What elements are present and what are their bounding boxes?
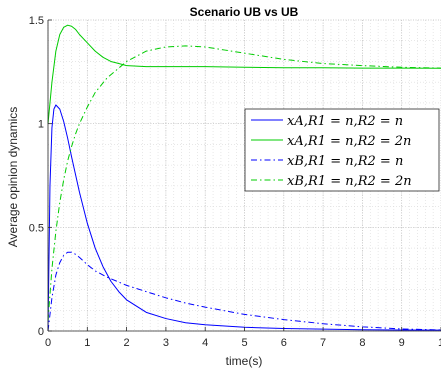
legend-entry-2: xA,R1 = n,R2 = 2n bbox=[287, 134, 411, 149]
x-tick-label: 5 bbox=[241, 337, 247, 349]
x-tick-label: 6 bbox=[281, 337, 287, 349]
series-line-4 bbox=[47, 45, 441, 321]
chart-title: Scenario UB vs UB bbox=[190, 5, 299, 19]
y-tick-label: 1 bbox=[38, 119, 44, 131]
ticks: 0123456789100.511.5 bbox=[29, 15, 441, 349]
x-tick-label: 9 bbox=[399, 337, 405, 349]
x-axis-title: time(s) bbox=[226, 354, 263, 368]
legend-entry-4: xB,R1 = n,R2 = 2n bbox=[287, 174, 412, 189]
y-tick-label: 1.5 bbox=[29, 15, 44, 27]
x-tick-label: 3 bbox=[163, 337, 169, 349]
series-line-3 bbox=[47, 251, 441, 332]
legend: xA,R1 = n,R2 = n xA,R1 = n,R2 = 2n xB,R1 =… bbox=[244, 108, 440, 192]
x-tick-label: 8 bbox=[359, 337, 365, 349]
series-line-2 bbox=[47, 24, 441, 124]
legend-box bbox=[244, 108, 440, 192]
series-line-1 bbox=[47, 104, 441, 332]
x-tick-label: 0 bbox=[45, 337, 51, 349]
x-tick-label: 4 bbox=[202, 337, 208, 349]
y-tick-label: 0.5 bbox=[29, 222, 44, 234]
x-tick-label: 1 bbox=[84, 337, 90, 349]
series-layer bbox=[47, 24, 441, 332]
y-tick-label: 0 bbox=[38, 326, 44, 338]
x-tick-label: 7 bbox=[320, 337, 326, 349]
y-axis-title: Average opinion dynamics bbox=[6, 107, 20, 248]
legend-entry-1: xA,R1 = n,R2 = n bbox=[287, 114, 403, 129]
x-tick-label: 1 bbox=[438, 337, 441, 349]
x-tick-label: 2 bbox=[124, 337, 130, 349]
legend-entry-3: xB,R1 = n,R2 = n bbox=[287, 154, 403, 169]
